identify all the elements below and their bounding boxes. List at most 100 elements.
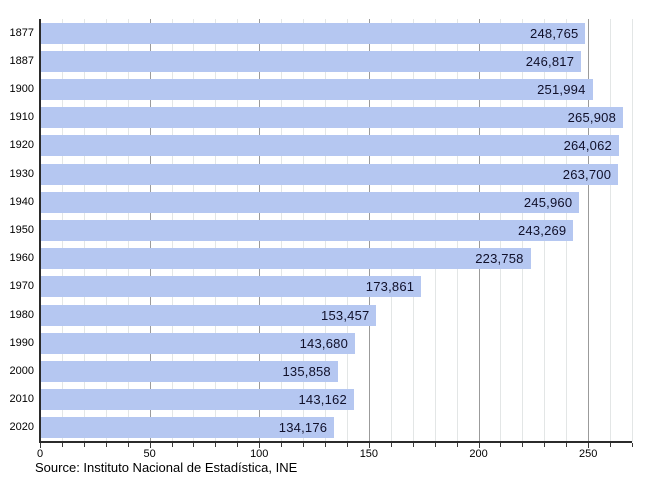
year-label: 1920 [9,139,34,152]
x-tick-mark [522,443,524,447]
plot-area: 248,765 246,817 251,994 265,908 264,062 263,7… [40,19,633,442]
population-bar: 246,817 [40,50,582,72]
bar-value-label: 223,758 [475,251,524,267]
x-tick-mark [237,443,239,447]
year-label: 1990 [9,336,34,349]
x-tick-mark [83,443,85,447]
population-bar: 265,908 [40,107,624,129]
bar-row: 265,908 [40,107,632,129]
bar-row: 264,062 [40,135,632,157]
bar-value-label: 264,062 [563,138,612,154]
year-label: 2010 [9,393,34,406]
bar-value-label: 134,176 [278,420,328,436]
bar-row: 143,680 [40,332,632,354]
bar-row: 173,861 [40,276,632,298]
year-label: 1960 [9,252,34,265]
year-label: 2020 [9,421,34,434]
x-tick-mark [478,443,480,448]
bar-row: 251,994 [40,79,632,100]
population-bar: 243,269 [40,220,574,241]
bar-value-label: 153,457 [321,307,370,323]
bar-row: 135,858 [40,361,632,382]
population-bar: 248,765 [40,22,586,44]
x-tick-mark [281,443,283,447]
bar-row: 248,765 [40,22,632,44]
bar-value-label: 251,994 [537,82,586,97]
population-bar: 153,457 [40,304,377,326]
x-tick-mark [215,443,217,447]
x-tick-label: 0 [36,448,44,460]
bar-row: 153,457 [40,304,632,326]
population-bar: 263,700 [40,163,619,185]
x-tick-mark [193,443,195,447]
bar-row: 246,817 [40,50,632,72]
bar-value-label: 245,960 [523,194,573,210]
x-tick-mark [40,443,41,448]
year-label: 1940 [9,195,34,208]
x-tick-mark [566,443,568,447]
year-label: 2000 [9,365,34,377]
x-tick-mark [61,443,63,447]
population-bar: 245,960 [40,191,580,213]
bar-value-label: 143,680 [299,335,349,351]
year-label: 1887 [9,54,34,67]
x-tick-mark [610,443,612,447]
x-tick-mark [368,443,370,448]
year-label: 1970 [9,280,34,293]
bar-row: 263,700 [40,163,632,185]
x-tick-label: 200 [469,448,488,460]
bar-row: 243,269 [40,220,632,241]
population-bar: 264,062 [40,135,619,157]
bar-value-label: 246,817 [525,53,575,69]
bar-row: 223,758 [40,248,632,270]
bar-value-label: 248,765 [530,25,579,41]
x-tick-label: 100 [250,448,269,460]
x-tick-mark [303,443,305,447]
x-tick-mark [544,443,546,447]
year-label: 1980 [9,308,34,321]
x-tick-mark [346,443,348,447]
population-bar: 135,858 [40,361,338,382]
x-tick-label: 50 [143,448,156,460]
bar-value-label: 243,269 [517,223,567,238]
bar-row: 143,162 [40,389,632,411]
bar-value-label: 263,700 [562,166,612,182]
population-bar: 251,994 [40,79,593,100]
year-label: 1950 [9,224,34,236]
bar-row: 245,960 [40,191,632,213]
year-label: 1877 [9,26,34,39]
x-tick-mark [412,443,414,447]
x-tick-mark [259,443,261,448]
x-tick-mark [105,443,107,447]
x-tick-mark [434,443,436,447]
x-tick-mark [632,443,633,447]
population-bar: 143,680 [40,332,356,354]
bar-value-label: 143,162 [298,392,347,408]
x-tick-mark [171,443,173,447]
x-tick-mark [325,443,327,447]
bar-value-label: 173,861 [365,279,415,295]
y-axis-year-labels: 1877 1887 1900 1910 1920 1930 1940 1950 1960 1970… [0,19,34,442]
gridline-major [588,19,590,442]
x-tick-mark [149,443,151,448]
x-tick-mark [456,443,458,447]
source-caption: Source: Instituto Nacional de Estadístic… [35,460,298,475]
population-bar: 134,176 [40,417,335,439]
population-bar: 223,758 [40,248,531,270]
gridline-minor [632,19,633,442]
year-label: 1910 [9,111,34,124]
gridline-minor [610,19,612,442]
bar-value-label: 135,858 [282,364,331,379]
x-tick-mark [390,443,392,447]
population-bar: 173,861 [40,276,422,298]
bar-value-label: 265,908 [567,110,617,126]
x-tick-mark [127,443,129,447]
x-tick-label: 150 [359,448,379,460]
x-tick-mark [588,443,590,448]
x-axis-line [39,441,632,443]
bar-row: 134,176 [40,417,632,439]
bars-layer: 248,765 246,817 251,994 265,908 264,062 263,7… [40,19,632,442]
year-label: 1930 [9,167,34,180]
year-label: 1900 [9,83,34,95]
